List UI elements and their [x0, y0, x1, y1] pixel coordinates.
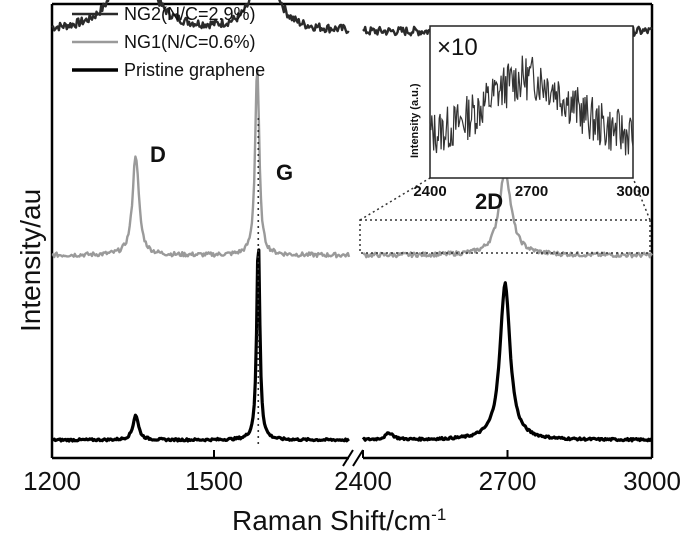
series-line-0-segment-0: [51, 0, 350, 35]
x-axis-title-main: Raman Shift/cm: [232, 505, 431, 536]
series-line-2-segment-0: [51, 248, 350, 443]
inset-multiplier: ×10: [437, 34, 478, 61]
inset-series-layer: [429, 55, 634, 156]
inset-series-line: [429, 55, 634, 156]
zoom-region-box: [359, 219, 651, 254]
x-tick-label: 1200: [23, 466, 81, 496]
inset-tick-label: 2700: [515, 183, 548, 200]
series-line-1-segment-1: [362, 169, 653, 259]
zoom-connector-lines: [359, 177, 651, 221]
inset-plot: ×10 Intensity (a.u.) 2400 2700 3000: [409, 25, 650, 200]
tick-layer: 1200 1500 2400 2700 3000: [23, 450, 681, 496]
x-tick-label: 1500: [185, 466, 243, 496]
axis-break-mark: [342, 449, 364, 467]
inset-ylabel: Intensity (a.u.): [409, 83, 421, 158]
legend: NG2(N/C=2.9%) NG1(N/C=0.6%) Pristine gra…: [72, 4, 265, 80]
x-tick-label: 3000: [623, 466, 681, 496]
peak-label-d: D: [150, 142, 166, 167]
peak-label-g: G: [276, 160, 293, 185]
legend-label-ng1: NG1(N/C=0.6%): [124, 32, 256, 52]
x-tick-label: 2400: [334, 466, 392, 496]
series-line-1-segment-0: [51, 69, 351, 259]
x-axis-title-superscript: -1: [431, 505, 446, 524]
legend-label-ng2: NG2(N/C=2.9%): [124, 4, 256, 24]
inset-tick-label: 3000: [616, 183, 649, 200]
y-axis-title: Intensity/au: [15, 189, 46, 332]
peak-label-2d: 2D: [475, 189, 503, 214]
inset-tick-label: 2400: [413, 183, 446, 200]
inset-tick-layer: 2400 2700 3000: [413, 183, 649, 200]
legend-label-pristine: Pristine graphene: [124, 60, 265, 80]
series-line-2-segment-1: [361, 281, 653, 443]
inset-frame: [429, 25, 634, 179]
x-tick-label: 2700: [479, 466, 537, 496]
x-axis-title: Raman Shift/cm-1: [232, 505, 446, 536]
